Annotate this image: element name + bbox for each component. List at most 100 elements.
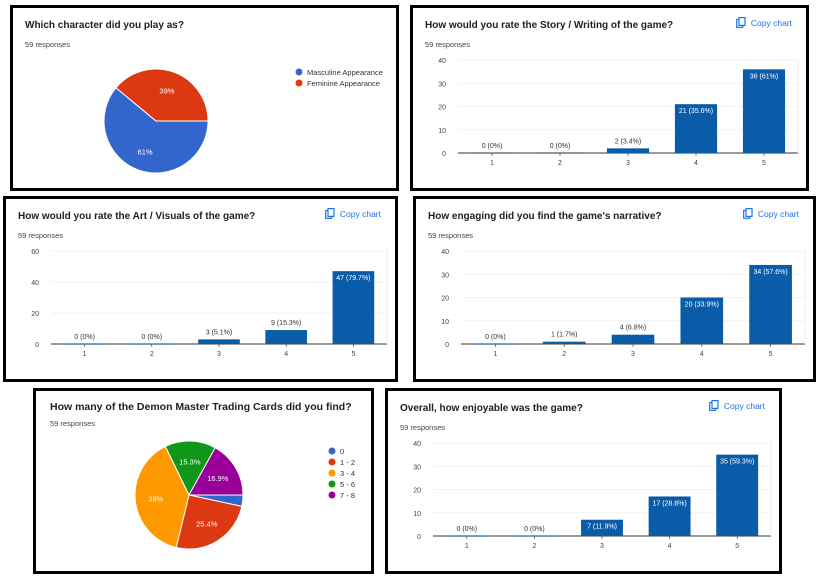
copy-chart-label: Copy chart xyxy=(757,208,799,219)
response-count: 59 responses xyxy=(400,423,446,432)
chart-svg: 0 10 20 30 40 1 0 (0%) 2 0 (0%) 3 2 (3.4%) 4 21 (35.… xyxy=(438,58,799,167)
legend-swatch xyxy=(328,491,336,499)
pie-slice[interactable] xyxy=(175,494,243,550)
copy-icon xyxy=(324,208,335,219)
legend-swatch xyxy=(295,79,303,87)
data-label: 1 (1.7%) xyxy=(551,332,577,339)
pie-slice[interactable] xyxy=(164,440,216,497)
y-tick-label: 40 xyxy=(441,249,449,256)
legend-label: 1 - 2 xyxy=(340,458,355,467)
legend-label: 7 - 8 xyxy=(340,491,355,500)
legend-swatch xyxy=(295,68,303,76)
x-tick-label: 2 xyxy=(558,160,562,167)
legend-label: 0 xyxy=(340,447,344,456)
bar[interactable] xyxy=(542,341,586,344)
chart-svg: 0 10 20 30 40 1 0 (0%) 2 1 (1.7%) 3 4 (6.8%) 4 20 (3… xyxy=(441,249,806,358)
copy-chart-label: Copy chart xyxy=(339,208,381,219)
pie-slice[interactable] xyxy=(134,445,190,549)
y-tick-label: 40 xyxy=(438,58,446,65)
legend-swatch xyxy=(328,469,336,477)
copy-chart-button[interactable]: Copy chart xyxy=(324,208,381,219)
chart-svg: 0 25.4% 1 - 2 39% 3 - 4 15.3% 5 - 6 16.9% 7 - 8 xyxy=(134,440,355,550)
pie-slice[interactable] xyxy=(115,68,209,122)
y-tick-label: 0 xyxy=(35,342,39,349)
slice-label: 16.9% xyxy=(207,474,229,483)
y-tick-label: 20 xyxy=(31,311,39,318)
bar[interactable] xyxy=(648,496,691,536)
bar[interactable] xyxy=(742,69,786,153)
x-tick-label: 3 xyxy=(217,351,221,358)
bar[interactable] xyxy=(674,104,718,153)
data-label: 0 (0%) xyxy=(524,526,545,533)
x-tick-label: 5 xyxy=(762,160,766,167)
y-tick-label: 30 xyxy=(413,464,421,471)
slice-label: 25.4% xyxy=(196,519,218,528)
y-tick-label: 10 xyxy=(441,319,449,326)
x-tick-label: 5 xyxy=(769,351,773,358)
copy-chart-button[interactable]: Copy chart xyxy=(742,208,799,219)
pie-slice[interactable] xyxy=(188,447,244,496)
data-label: 0 (0%) xyxy=(456,526,477,533)
copy-chart-button[interactable]: Copy chart xyxy=(735,17,792,28)
copy-chart-label: Copy chart xyxy=(723,400,765,411)
legend-swatch xyxy=(328,480,336,488)
chart-svg: 61% Masculine Appearance 39% Feminine Appea… xyxy=(103,68,383,174)
y-tick-label: 10 xyxy=(413,511,421,518)
y-tick-label: 0 xyxy=(442,151,446,158)
data-label: 7 (11.9%) xyxy=(587,524,617,531)
panel-character: Which character did you play as? 59 respo… xyxy=(10,5,399,191)
data-label: 0 (0%) xyxy=(141,334,162,341)
x-tick-label: 1 xyxy=(465,543,469,550)
bar[interactable] xyxy=(581,519,623,536)
y-tick-label: 40 xyxy=(413,441,421,448)
bar[interactable] xyxy=(749,264,792,344)
legend-swatch xyxy=(328,447,336,455)
data-label: 0 (0%) xyxy=(482,143,503,150)
copy-chart-button[interactable]: Copy chart xyxy=(708,400,765,411)
data-label: 34 (57.6%) xyxy=(753,269,787,276)
y-tick-label: 40 xyxy=(31,280,39,287)
y-tick-label: 10 xyxy=(438,128,446,135)
bar[interactable] xyxy=(611,334,655,344)
bar[interactable] xyxy=(716,454,759,536)
pie-slice[interactable] xyxy=(103,87,209,174)
panel-art-rating: How would you rate the Art / Visuals of … xyxy=(3,196,398,382)
x-tick-label: 4 xyxy=(700,351,704,358)
bar[interactable] xyxy=(606,148,650,153)
x-tick-label: 1 xyxy=(83,351,87,358)
chart-title: Overall, how enjoyable was the game? xyxy=(400,403,583,414)
data-label: 3 (5.1%) xyxy=(206,329,232,336)
x-tick-label: 2 xyxy=(150,351,154,358)
chart-svg: 0 20 40 60 1 0 (0%) 2 0 (0%) 3 3 (5.1%) 4 9 (15.3%)… xyxy=(31,249,388,358)
x-tick-label: 2 xyxy=(562,351,566,358)
slice-label: 61% xyxy=(138,147,153,156)
panel-story-rating: How would you rate the Story / Writing o… xyxy=(410,5,809,191)
x-tick-label: 1 xyxy=(490,160,494,167)
x-tick-label: 5 xyxy=(735,543,739,550)
bar[interactable] xyxy=(332,271,375,344)
x-tick-label: 1 xyxy=(493,351,497,358)
chart-title: How engaging did you find the game's nar… xyxy=(428,211,662,222)
bar[interactable] xyxy=(198,339,240,344)
response-count: 59 responses xyxy=(18,231,64,240)
data-label: 17 (28.8%) xyxy=(652,500,686,507)
x-tick-label: 3 xyxy=(626,160,630,167)
data-label: 4 (6.8%) xyxy=(620,325,646,332)
y-tick-label: 20 xyxy=(438,105,446,112)
chart-title: How many of the Demon Master Trading Car… xyxy=(50,401,352,413)
response-count: 59 responses xyxy=(425,40,471,49)
x-tick-label: 4 xyxy=(284,351,288,358)
panel-enjoyment-rating: Overall, how enjoyable was the game? 59 r… xyxy=(385,388,782,574)
legend-label: Feminine Appearance xyxy=(307,79,380,88)
y-tick-label: 0 xyxy=(445,342,449,349)
y-tick-label: 20 xyxy=(413,488,421,495)
x-tick-label: 3 xyxy=(631,351,635,358)
bar[interactable] xyxy=(680,297,724,345)
legend-label: Masculine Appearance xyxy=(307,68,383,77)
y-tick-label: 0 xyxy=(417,534,421,541)
panel-narrative-rating: How engaging did you find the game's nar… xyxy=(413,196,816,382)
bar[interactable] xyxy=(265,330,308,344)
data-label: 0 (0%) xyxy=(485,334,506,341)
slice-label: 39% xyxy=(148,495,163,504)
data-label: 47 (79.7%) xyxy=(336,275,370,282)
